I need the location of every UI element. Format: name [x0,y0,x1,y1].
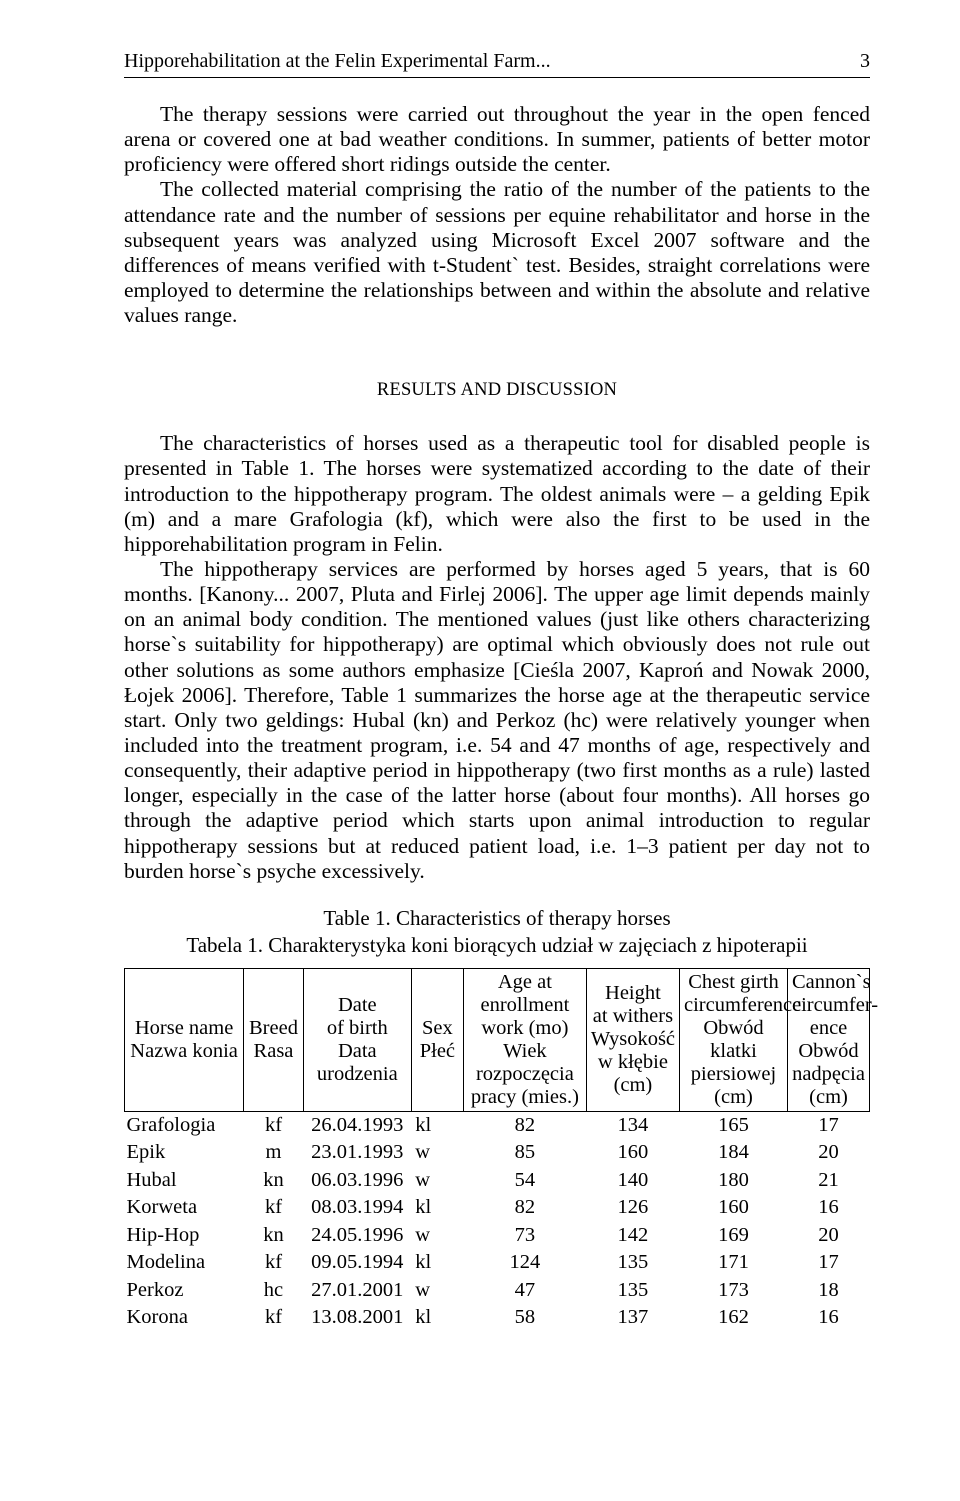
cell-breed: kn [244,1222,304,1250]
col-header-age: Age atenrollmentwork (mo)Wiekrozpoczęcia… [463,968,586,1111]
col-header-height: Heightat withersWysokośćw kłębie(cm) [586,968,679,1111]
table-therapy-horses: Horse nameNazwa konia BreedRasa Dateof b… [124,968,870,1332]
cell-age: 82 [463,1194,586,1222]
table-row: Korwetakf08.03.1994kl8212616016 [125,1194,870,1222]
cell-name: Grafologia [125,1111,244,1139]
col-header-name: Horse nameNazwa konia [125,968,244,1111]
table-row: Modelinakf09.05.1994kl12413517117 [125,1249,870,1277]
col-header-chest: Chest girthcircumferenceObwód klatkipier… [679,968,787,1111]
cell-chest: 171 [679,1249,787,1277]
cell-breed: kf [244,1194,304,1222]
cell-chest: 162 [679,1304,787,1332]
cell-height: 134 [586,1111,679,1139]
cell-breed: kf [244,1304,304,1332]
cell-date: 09.05.1994 [303,1249,411,1277]
cell-name: Hip-Hop [125,1222,244,1250]
cell-age: 54 [463,1167,586,1195]
cell-date: 23.01.1993 [303,1139,411,1167]
paragraph-results-1: The characteristics of horses used as a … [124,431,870,557]
table-row: Hubalkn06.03.1996w5414018021 [125,1167,870,1195]
col-header-cannon: Cannon`scircumfer-enceObwódnadpęcia(cm) [788,968,870,1111]
cell-date: 08.03.1994 [303,1194,411,1222]
page-number: 3 [860,50,870,73]
page: Hipporehabilitation at the Felin Experim… [0,0,960,1501]
paragraph-results-2: The hippotherapy services are performed … [124,557,870,884]
cell-cannon: 21 [788,1167,870,1195]
col-header-breed: BreedRasa [244,968,304,1111]
cell-breed: kn [244,1167,304,1195]
paragraph-methods-2: The collected material comprising the ra… [124,177,870,328]
cell-sex: kl [411,1111,463,1139]
cell-sex: kl [411,1249,463,1277]
table-row: Epikm23.01.1993w8516018420 [125,1139,870,1167]
running-title: Hipporehabilitation at the Felin Experim… [124,50,551,73]
cell-chest: 160 [679,1194,787,1222]
table-caption-en: Table 1. Characteristics of therapy hors… [124,906,870,931]
cell-breed: hc [244,1277,304,1305]
cell-age: 73 [463,1222,586,1250]
cell-height: 137 [586,1304,679,1332]
cell-height: 135 [586,1249,679,1277]
cell-height: 142 [586,1222,679,1250]
section-heading-results: RESULTS AND DISCUSSION [124,380,870,401]
cell-name: Modelina [125,1249,244,1277]
cell-age: 82 [463,1111,586,1139]
cell-sex: w [411,1277,463,1305]
table-caption-pl: Tabela 1. Charakterystyka koni biorących… [124,933,870,958]
table-header-row: Horse nameNazwa konia BreedRasa Dateof b… [125,968,870,1111]
cell-height: 126 [586,1194,679,1222]
cell-height: 135 [586,1277,679,1305]
cell-name: Epik [125,1139,244,1167]
cell-age: 85 [463,1139,586,1167]
cell-chest: 165 [679,1111,787,1139]
table-body: Grafologiakf26.04.1993kl8213416517Epikm2… [125,1111,870,1332]
cell-age: 124 [463,1249,586,1277]
cell-chest: 169 [679,1222,787,1250]
cell-breed: kf [244,1111,304,1139]
cell-date: 06.03.1996 [303,1167,411,1195]
cell-height: 140 [586,1167,679,1195]
cell-sex: kl [411,1304,463,1332]
cell-cannon: 16 [788,1194,870,1222]
cell-height: 160 [586,1139,679,1167]
cell-sex: w [411,1167,463,1195]
cell-name: Perkoz [125,1277,244,1305]
cell-date: 13.08.2001 [303,1304,411,1332]
table-row: Koronakf13.08.2001kl5813716216 [125,1304,870,1332]
cell-cannon: 16 [788,1304,870,1332]
cell-cannon: 17 [788,1111,870,1139]
cell-sex: w [411,1222,463,1250]
cell-date: 27.01.2001 [303,1277,411,1305]
cell-cannon: 20 [788,1139,870,1167]
cell-chest: 173 [679,1277,787,1305]
header-rule [124,77,870,78]
table-row: Perkozhc27.01.2001w4713517318 [125,1277,870,1305]
cell-breed: m [244,1139,304,1167]
running-head: Hipporehabilitation at the Felin Experim… [124,50,870,73]
cell-sex: kl [411,1194,463,1222]
table-row: Hip-Hopkn24.05.1996w7314216920 [125,1222,870,1250]
cell-cannon: 20 [788,1222,870,1250]
cell-age: 47 [463,1277,586,1305]
cell-name: Korona [125,1304,244,1332]
cell-breed: kf [244,1249,304,1277]
col-header-sex: SexPłeć [411,968,463,1111]
cell-date: 26.04.1993 [303,1111,411,1139]
cell-age: 58 [463,1304,586,1332]
cell-name: Hubal [125,1167,244,1195]
cell-cannon: 17 [788,1249,870,1277]
cell-cannon: 18 [788,1277,870,1305]
cell-sex: w [411,1139,463,1167]
paragraph-methods-1: The therapy sessions were carried out th… [124,102,870,177]
col-header-date: Dateof birthDataurodzenia [303,968,411,1111]
cell-chest: 184 [679,1139,787,1167]
table-row: Grafologiakf26.04.1993kl8213416517 [125,1111,870,1139]
cell-name: Korweta [125,1194,244,1222]
cell-date: 24.05.1996 [303,1222,411,1250]
cell-chest: 180 [679,1167,787,1195]
